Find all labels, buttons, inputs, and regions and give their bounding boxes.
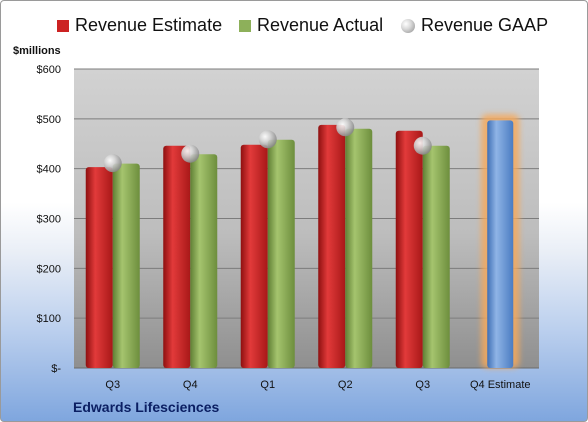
y-tick-label: $400 (37, 164, 61, 176)
y-tick-label: $100 (37, 313, 61, 325)
bar-q4-estimate (487, 120, 514, 368)
gridlines (74, 68, 539, 369)
x-tick-label: Q4 Estimate (470, 379, 531, 391)
bar-revenue-estimate (318, 124, 346, 369)
bars (85, 114, 520, 369)
marker-revenue-gaap (181, 144, 200, 163)
marker-revenue-gaap (103, 154, 122, 173)
bar-revenue-estimate (395, 130, 423, 368)
y-tick-label: $200 (37, 263, 61, 275)
legend-swatch-actual (239, 19, 251, 32)
marker-revenue-gaap (258, 130, 277, 149)
marker-revenue-gaap (413, 136, 432, 155)
y-tick-label: $300 (37, 214, 61, 226)
legend-item-revenue-gaap: Revenue GAAP (401, 15, 548, 36)
bar-revenue-actual (190, 154, 218, 368)
bar-revenue-actual (345, 128, 373, 368)
bar-revenue-estimate (85, 167, 113, 368)
y-tick-label: $600 (37, 64, 61, 76)
legend-swatch-estimate (57, 19, 69, 32)
legend-item-revenue-actual: Revenue Actual (239, 15, 383, 36)
x-tick-label: Q4 (183, 379, 198, 391)
legend-label-gaap: Revenue GAAP (421, 15, 549, 35)
bar-revenue-actual (422, 145, 450, 368)
company-name: Edwards Lifesciences (73, 399, 220, 415)
legend-item-revenue-estimate: Revenue Estimate (57, 15, 222, 36)
bar-revenue-estimate (240, 144, 268, 368)
x-tick-label: Q2 (338, 379, 353, 391)
x-tick-label: Q3 (415, 379, 430, 391)
bar-revenue-actual (112, 163, 140, 368)
x-tick-label: Q1 (260, 379, 275, 391)
bar-revenue-estimate (163, 145, 191, 368)
y-axis-label: $millions (13, 45, 61, 57)
legend-label-actual: Revenue Actual (257, 15, 384, 35)
legend-label-estimate: Revenue Estimate (75, 15, 223, 35)
legend: Revenue Estimate Revenue Actual Revenue … (1, 15, 587, 41)
x-tick-label: Q3 (105, 379, 120, 391)
bar-revenue-actual (267, 139, 295, 368)
y-tick-label: $- (51, 363, 61, 375)
y-tick-label: $500 (37, 114, 61, 126)
x-tick-labels: Q3 Q4 Q1 Q2 Q3 Q4 Estimate (105, 379, 530, 391)
legend-marker-gaap (401, 18, 415, 33)
y-tick-labels: $- $100 $200 $300 $400 $500 $600 (37, 64, 62, 375)
marker-revenue-gaap (336, 118, 355, 137)
